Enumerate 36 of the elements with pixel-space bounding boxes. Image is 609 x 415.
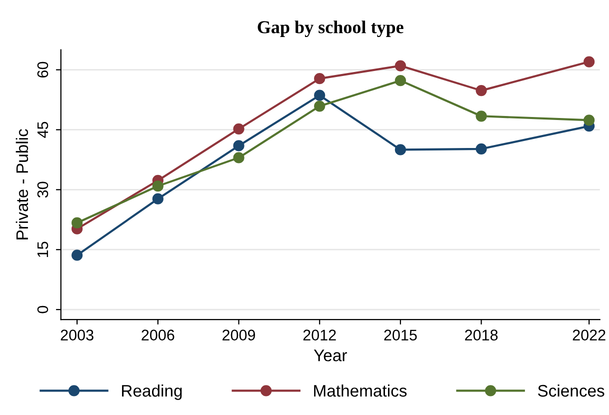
x-tick-label: 2018 [465, 330, 498, 340]
x-tick-label: 2022 [572, 330, 606, 340]
point [314, 90, 326, 101]
point [476, 110, 487, 122]
x-tick-label: 2015 [384, 330, 417, 340]
point [476, 85, 487, 96]
x-tick-label: 2009 [222, 330, 256, 340]
y-tick-label: 60 [37, 62, 48, 78]
point [314, 100, 326, 112]
legend-label: Mathematics [314, 384, 407, 397]
legend-label: Sciences [538, 384, 604, 397]
legend-label: Reading [122, 384, 182, 400]
chart-title: Gap by school type [258, 20, 404, 38]
point [72, 250, 83, 261]
y-tick-label: 45 [37, 122, 48, 138]
point [394, 60, 406, 72]
point [233, 123, 244, 134]
x-tick-label: 2012 [303, 330, 336, 340]
y-tick-label: 0 [37, 306, 48, 314]
point [152, 180, 164, 192]
point [476, 143, 487, 154]
y-tick-label: 15 [37, 242, 48, 257]
point [584, 114, 595, 126]
point [233, 140, 244, 152]
y-tick-label: 30 [37, 182, 48, 198]
x-tick-label: 2003 [60, 330, 94, 340]
point [394, 144, 406, 156]
point [584, 56, 595, 68]
x-tick-label: 2006 [142, 330, 174, 340]
point [314, 73, 326, 84]
point [233, 152, 244, 164]
point [394, 75, 406, 86]
y-axis-title: Private - Public [16, 129, 28, 240]
x-axis-title: Year [314, 350, 347, 362]
point [152, 193, 164, 204]
point [72, 217, 83, 228]
